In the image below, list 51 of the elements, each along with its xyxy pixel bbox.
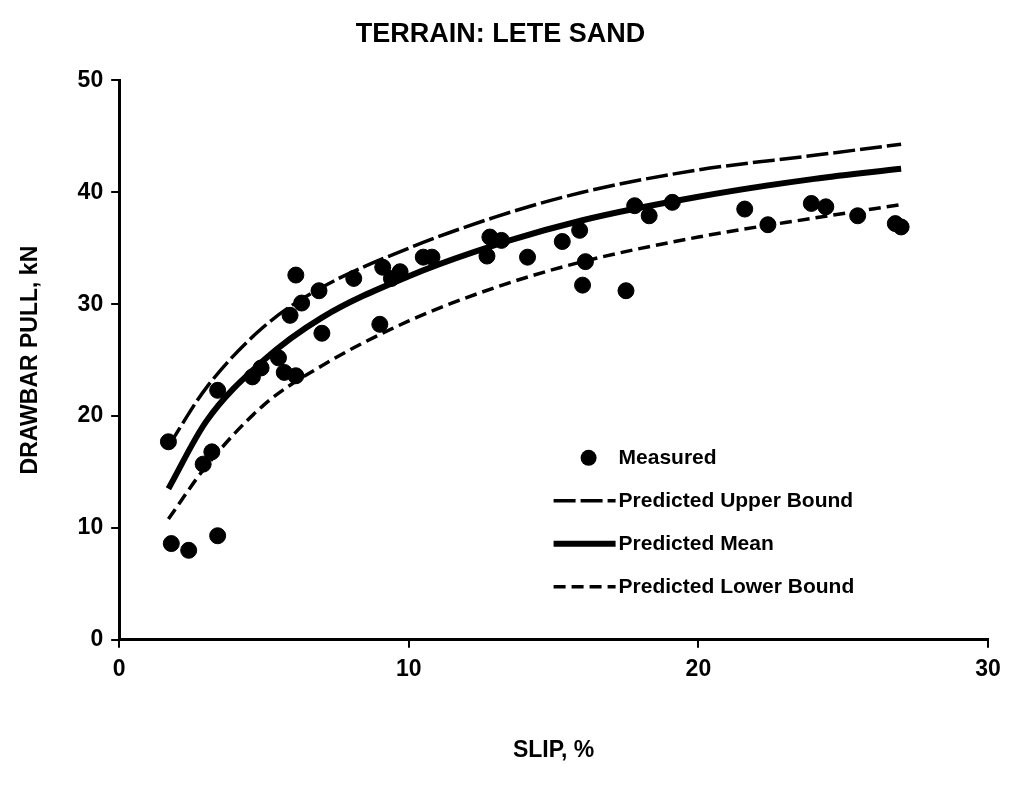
point: [759, 216, 777, 234]
y-tick-label: 50: [77, 65, 104, 92]
point: [287, 266, 305, 284]
point: [203, 443, 221, 461]
point: [736, 200, 754, 218]
point: [576, 253, 594, 271]
point: [252, 359, 270, 377]
legend-label: Measured: [618, 444, 717, 468]
y-tick-label: 10: [77, 513, 104, 540]
x-tick-label: 10: [395, 654, 422, 681]
point: [817, 198, 835, 216]
point: [209, 527, 227, 545]
point: [313, 324, 331, 342]
point: [310, 282, 328, 300]
point: [892, 218, 910, 236]
point: [269, 349, 287, 367]
x-axis-title: SLIP, %: [512, 735, 595, 762]
legend-label: Predicted Lower Bound: [618, 573, 855, 597]
point: [209, 381, 227, 399]
point: [162, 535, 180, 553]
y-tick-label: 30: [77, 289, 104, 316]
y-tick-label: 0: [90, 625, 104, 652]
point: [571, 221, 589, 239]
y-axis-title: DRAWBAR PULL, kN: [16, 245, 43, 475]
point: [194, 455, 212, 473]
point: [519, 248, 537, 266]
point: [345, 269, 363, 287]
point: [287, 367, 305, 385]
x-tick-label: 30: [975, 654, 1001, 681]
point: [374, 258, 392, 276]
point: [371, 315, 389, 333]
point: [293, 294, 311, 312]
x-tick-label: 20: [685, 654, 712, 681]
legend-label: Predicted Mean: [618, 530, 774, 554]
legend-label: Predicted Upper Bound: [618, 487, 854, 511]
y-tick-label: 20: [77, 401, 104, 428]
y-tick-label: 40: [77, 177, 104, 204]
point: [640, 207, 658, 225]
chart-title: TERRAIN: LETE SAND: [355, 17, 646, 48]
point: [281, 306, 299, 324]
point: [159, 433, 177, 451]
point: [180, 541, 198, 559]
point: [849, 207, 867, 225]
point: [478, 247, 496, 265]
point: [574, 276, 592, 294]
x-tick-label: 0: [112, 654, 126, 681]
point: [663, 193, 681, 211]
point: [617, 282, 635, 300]
point: [802, 194, 820, 212]
point: [553, 233, 571, 251]
point: [626, 197, 644, 215]
